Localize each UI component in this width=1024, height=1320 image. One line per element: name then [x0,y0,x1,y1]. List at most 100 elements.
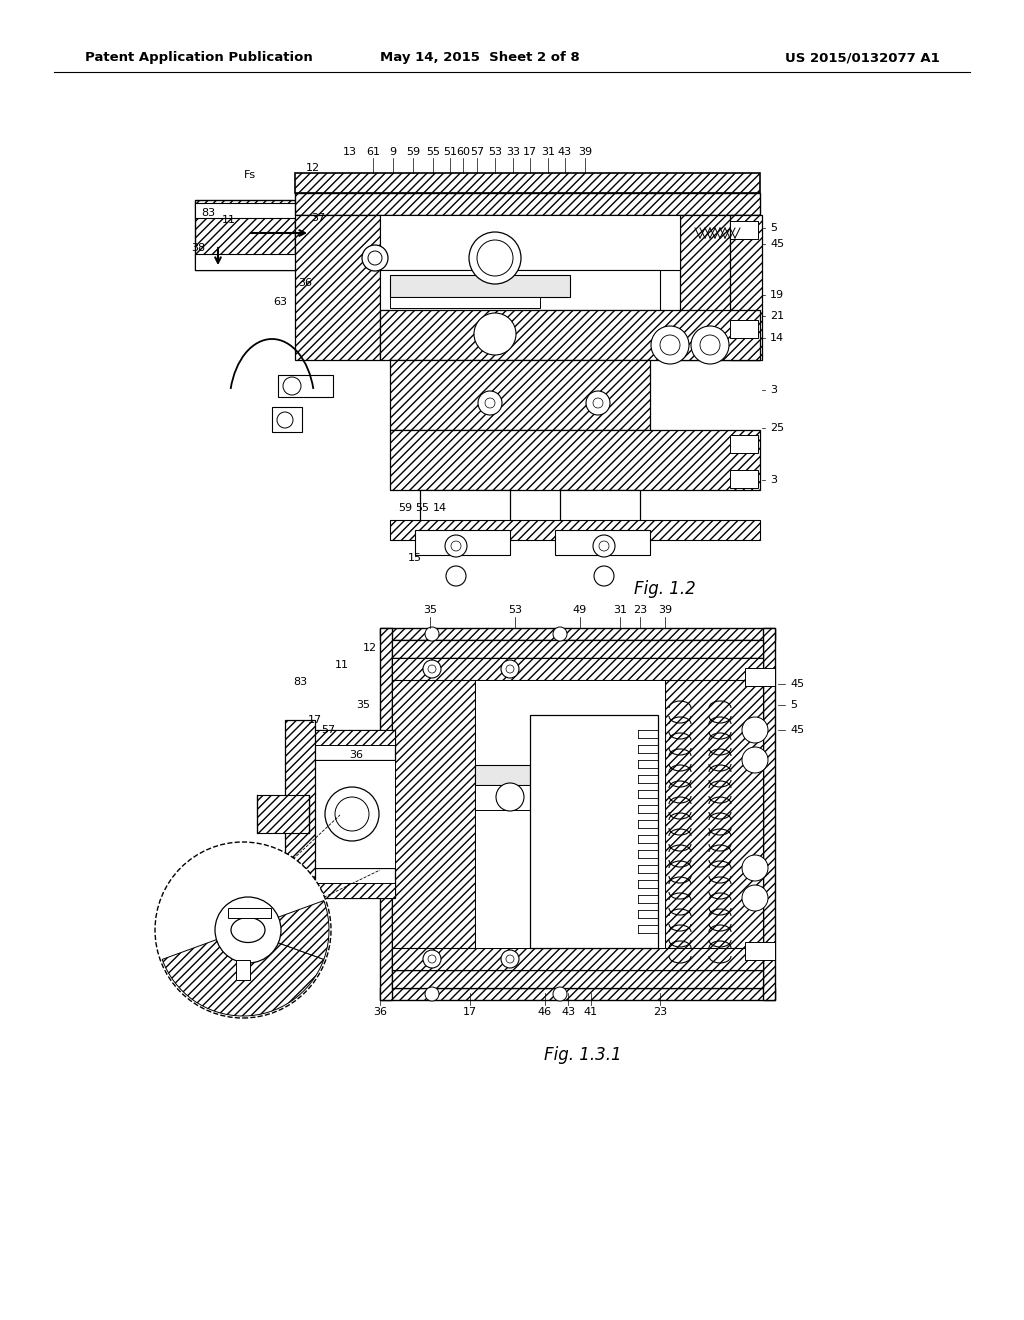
Text: 53: 53 [488,147,502,157]
Circle shape [425,627,439,642]
Wedge shape [243,900,329,960]
Circle shape [496,783,524,810]
Polygon shape [310,730,395,744]
Text: Fig. 1.3.1: Fig. 1.3.1 [544,1045,622,1064]
Bar [475,680,665,948]
Circle shape [425,987,439,1001]
Text: 35: 35 [158,935,172,945]
Circle shape [553,987,567,1001]
Text: 83: 83 [293,677,307,686]
Circle shape [660,335,680,355]
Text: 49: 49 [572,605,587,615]
Circle shape [700,335,720,355]
Text: 33: 33 [506,147,520,157]
Text: 14: 14 [433,503,447,513]
Text: 17: 17 [523,147,537,157]
Polygon shape [380,310,760,360]
Bar [745,668,775,686]
Bar [278,375,333,397]
Text: 19: 19 [770,290,784,300]
Text: 23: 23 [653,1007,667,1016]
Polygon shape [390,297,540,308]
Circle shape [283,378,301,395]
Circle shape [742,747,768,774]
Polygon shape [285,719,315,908]
Polygon shape [390,275,570,297]
Text: 53: 53 [508,605,522,615]
Circle shape [335,797,369,832]
Polygon shape [310,883,395,898]
Text: 5: 5 [770,223,777,234]
Polygon shape [415,531,510,554]
Polygon shape [475,766,645,785]
Text: 36: 36 [349,750,362,760]
Text: 5: 5 [790,700,797,710]
Text: 35: 35 [356,700,370,710]
Bar [730,319,758,338]
Polygon shape [310,869,395,898]
Text: 17: 17 [308,715,323,725]
Circle shape [477,240,513,276]
Text: 63: 63 [273,297,287,308]
Text: 15: 15 [408,553,422,564]
Text: 37: 37 [311,213,325,223]
Polygon shape [475,785,590,810]
Text: Fig. 1.2: Fig. 1.2 [634,579,696,598]
Circle shape [651,326,689,364]
Bar [730,436,758,453]
Polygon shape [665,657,763,970]
Text: 39: 39 [578,147,592,157]
Circle shape [362,246,388,271]
Polygon shape [392,657,763,680]
Polygon shape [295,173,760,193]
Circle shape [423,660,441,678]
Text: 13: 13 [343,147,357,157]
Text: 11: 11 [222,215,236,224]
Polygon shape [390,520,760,540]
Circle shape [742,717,768,743]
Text: 38: 38 [190,243,205,253]
Circle shape [593,399,603,408]
Bar [257,795,309,833]
Polygon shape [310,760,395,869]
Text: 59: 59 [406,147,420,157]
Text: 43: 43 [561,1007,575,1016]
Text: 59: 59 [398,503,412,513]
Polygon shape [390,360,650,430]
Polygon shape [195,201,295,271]
Circle shape [506,954,514,964]
Circle shape [586,391,610,414]
Text: 57: 57 [470,147,484,157]
Circle shape [506,665,514,673]
Text: 55: 55 [241,973,255,983]
Polygon shape [555,531,650,554]
Circle shape [428,954,436,964]
Polygon shape [310,193,745,202]
Text: 35: 35 [423,605,437,615]
Circle shape [742,884,768,911]
Text: 51: 51 [443,147,457,157]
Circle shape [325,787,379,841]
Polygon shape [390,430,760,490]
Text: 17: 17 [200,873,214,883]
Circle shape [368,251,382,265]
Circle shape [691,326,729,364]
Polygon shape [763,628,775,1001]
Polygon shape [195,253,380,271]
Polygon shape [310,730,395,760]
Text: 3: 3 [770,385,777,395]
Text: 31: 31 [613,605,627,615]
Polygon shape [392,948,763,970]
Circle shape [594,566,614,586]
Text: 61: 61 [366,147,380,157]
Text: 83: 83 [201,209,215,218]
Text: 12: 12 [306,162,321,173]
Text: Fs: Fs [244,170,256,180]
Text: 55: 55 [415,503,429,513]
Text: 9: 9 [389,147,396,157]
Text: 39: 39 [658,605,672,615]
Circle shape [278,412,293,428]
Polygon shape [236,960,250,979]
Text: US 2015/0132077 A1: US 2015/0132077 A1 [785,51,940,65]
Circle shape [451,541,461,550]
